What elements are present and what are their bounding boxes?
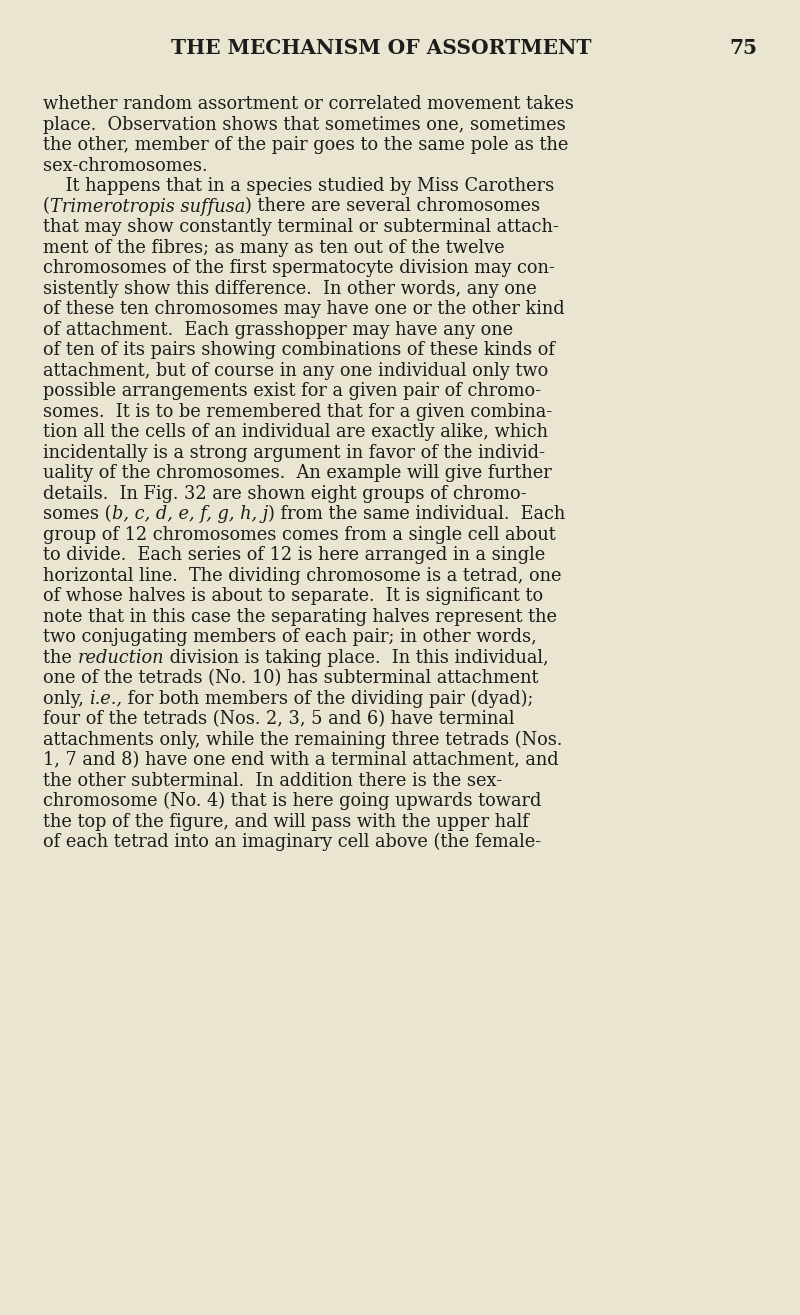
Text: uality of the chromosomes.  An example will give further: uality of the chromosomes. An example wi… — [43, 464, 552, 483]
Text: of each tetrad into an imaginary cell above (the female-: of each tetrad into an imaginary cell ab… — [43, 832, 542, 851]
Text: ) from the same individual.  Each: ) from the same individual. Each — [268, 505, 565, 523]
Text: whether random assortment or correlated movement takes: whether random assortment or correlated … — [43, 95, 574, 113]
Text: Trimerotropis suffusa: Trimerotropis suffusa — [50, 197, 246, 216]
Text: sex-chromosomes.: sex-chromosomes. — [43, 156, 207, 175]
Text: somes (: somes ( — [43, 505, 111, 523]
Text: division is taking place.  In this individual,: division is taking place. In this indivi… — [164, 648, 549, 667]
Text: 75: 75 — [729, 38, 757, 58]
Text: group of 12 chromosomes comes from a single cell about: group of 12 chromosomes comes from a sin… — [43, 526, 556, 543]
Text: chromosomes of the first spermatocyte division may con-: chromosomes of the first spermatocyte di… — [43, 259, 555, 277]
Text: chromosome (No. 4) that is here going upwards toward: chromosome (No. 4) that is here going up… — [43, 792, 542, 810]
Text: possible arrangements exist for a given pair of chromo-: possible arrangements exist for a given … — [43, 381, 541, 400]
Text: the other subterminal.  In addition there is the sex-: the other subterminal. In addition there… — [43, 772, 502, 789]
Text: It happens that in a species studied by Miss Carothers: It happens that in a species studied by … — [43, 178, 554, 195]
Text: attachments only, while the remaining three tetrads (Nos.: attachments only, while the remaining th… — [43, 731, 562, 748]
Text: note that in this case the separating halves represent the: note that in this case the separating ha… — [43, 608, 557, 626]
Text: to divide.  Each series of 12 is here arranged in a single: to divide. Each series of 12 is here arr… — [43, 546, 546, 564]
Text: of whose halves is about to separate.  It is significant to: of whose halves is about to separate. It… — [43, 586, 543, 605]
Text: incidentally is a strong argument in favor of the individ-: incidentally is a strong argument in fav… — [43, 443, 545, 462]
Text: the: the — [43, 648, 78, 667]
Text: ment of the fibres; as many as ten out of the twelve: ment of the fibres; as many as ten out o… — [43, 238, 505, 256]
Text: of ten of its pairs showing combinations of these kinds of: of ten of its pairs showing combinations… — [43, 341, 555, 359]
Text: somes.  It is to be remembered that for a given combina-: somes. It is to be remembered that for a… — [43, 402, 552, 421]
Text: tion all the cells of an individual are exactly alike, which: tion all the cells of an individual are … — [43, 423, 548, 441]
Text: THE MECHANISM OF ASSORTMENT: THE MECHANISM OF ASSORTMENT — [171, 38, 592, 58]
Text: the other, member of the pair goes to the same pole as the: the other, member of the pair goes to th… — [43, 135, 568, 154]
Text: four of the tetrads (Nos. 2, 3, 5 and 6) have terminal: four of the tetrads (Nos. 2, 3, 5 and 6)… — [43, 710, 514, 729]
Text: details.  In Fig. 32 are shown eight groups of chromo-: details. In Fig. 32 are shown eight grou… — [43, 484, 526, 502]
Text: that may show constantly terminal or subterminal attach-: that may show constantly terminal or sub… — [43, 218, 559, 235]
Text: only,: only, — [43, 689, 90, 707]
Text: b, c, d, e, f, g, h, j: b, c, d, e, f, g, h, j — [111, 505, 268, 523]
Text: 1, 7 and 8) have one end with a terminal attachment, and: 1, 7 and 8) have one end with a terminal… — [43, 751, 558, 769]
Text: of these ten chromosomes may have one or the other kind: of these ten chromosomes may have one or… — [43, 300, 565, 318]
Text: reduction: reduction — [78, 648, 164, 667]
Text: of attachment.  Each grasshopper may have any one: of attachment. Each grasshopper may have… — [43, 321, 513, 338]
Text: horizontal line.  The dividing chromosome is a tetrad, one: horizontal line. The dividing chromosome… — [43, 567, 562, 584]
Text: for both members of the dividing pair (dyad);: for both members of the dividing pair (d… — [122, 689, 534, 707]
Text: sistently show this difference.  In other words, any one: sistently show this difference. In other… — [43, 280, 537, 297]
Text: attachment, but of course in any one individual only two: attachment, but of course in any one ind… — [43, 362, 548, 380]
Text: two conjugating members of each pair; in other words,: two conjugating members of each pair; in… — [43, 629, 537, 646]
Text: (: ( — [43, 197, 50, 216]
Text: one of the tetrads (No. 10) has subterminal attachment: one of the tetrads (No. 10) has subtermi… — [43, 669, 538, 686]
Text: place.  Observation shows that sometimes one, sometimes: place. Observation shows that sometimes … — [43, 116, 566, 134]
Text: the top of the figure, and will pass with the upper half: the top of the figure, and will pass wit… — [43, 813, 529, 831]
Text: ) there are several chromosomes: ) there are several chromosomes — [246, 197, 540, 216]
Text: i.e.,: i.e., — [90, 689, 122, 707]
